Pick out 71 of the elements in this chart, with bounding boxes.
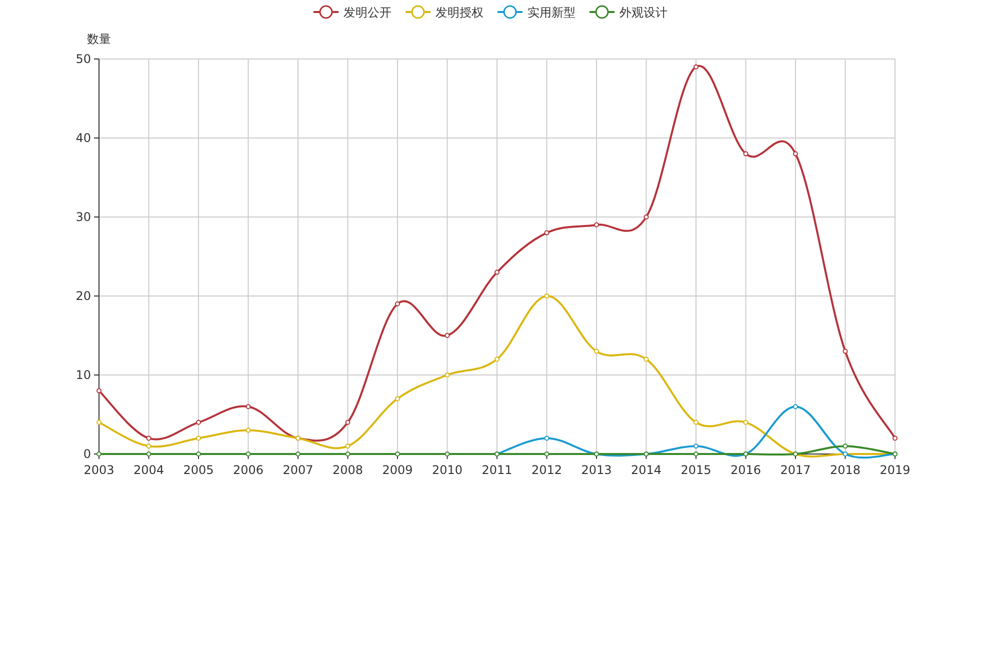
- point: [96, 452, 102, 456]
- point: [793, 151, 798, 156]
- point: [146, 452, 152, 456]
- point: [246, 404, 251, 410]
- y-tick-label: 30: [76, 210, 91, 224]
- x-tick-label: 2009: [382, 463, 413, 477]
- x-tick-label: 2019: [880, 463, 910, 477]
- point: [743, 420, 748, 425]
- point: [544, 294, 550, 298]
- y-tick-label: 40: [76, 131, 91, 145]
- x-tick-label: 2011: [482, 463, 512, 477]
- point: [345, 444, 350, 449]
- point: [594, 348, 599, 354]
- x-tick-label: 2017: [780, 463, 811, 477]
- point: [246, 452, 251, 456]
- point: [96, 388, 102, 394]
- point: [544, 452, 550, 456]
- point: [644, 356, 649, 362]
- legend-label: 外观设计: [620, 6, 668, 20]
- x-tick-label: 2007: [282, 463, 314, 477]
- point: [444, 372, 450, 378]
- point: [594, 222, 599, 228]
- legend-label: 发明公开: [344, 6, 392, 20]
- point: [842, 444, 848, 449]
- point: [743, 151, 748, 156]
- y-tick-label: 20: [76, 289, 91, 303]
- y-tick-label: 50: [76, 52, 91, 66]
- point: [296, 452, 300, 456]
- x-tick-label: 2012: [531, 463, 562, 477]
- point: [494, 270, 500, 275]
- x-tick-label: 2018: [830, 463, 861, 477]
- x-tick-label: 2015: [680, 463, 712, 477]
- x-tick-label: 2004: [133, 463, 164, 477]
- y-tick-label: 10: [76, 368, 91, 382]
- point: [694, 420, 698, 425]
- point: [395, 452, 400, 456]
- point: [146, 436, 152, 441]
- point: [444, 333, 450, 338]
- point: [196, 452, 201, 456]
- point: [444, 452, 450, 456]
- x-tick-label: 2003: [84, 463, 114, 477]
- point: [644, 214, 649, 220]
- point: [395, 301, 400, 306]
- x-tick-label: 2010: [432, 463, 463, 477]
- point: [842, 348, 848, 354]
- x-tick-label: 2014: [630, 463, 662, 477]
- point: [544, 230, 550, 236]
- point: [196, 436, 201, 441]
- y-tick-label: 0: [83, 447, 91, 461]
- y-axis-title: 数量: [87, 32, 111, 46]
- point: [196, 420, 201, 425]
- point: [544, 436, 550, 441]
- point: [146, 444, 152, 449]
- point: [345, 452, 350, 456]
- point: [892, 436, 898, 441]
- x-tick-label: 2005: [183, 463, 214, 477]
- point: [694, 452, 698, 456]
- x-tick-label: 2008: [332, 463, 364, 477]
- point: [494, 356, 500, 362]
- point: [793, 404, 798, 410]
- point: [694, 64, 698, 70]
- legend-label: 实用新型: [528, 6, 576, 20]
- x-tick-label: 2006: [232, 463, 264, 477]
- point: [246, 428, 251, 433]
- x-tick-label: 2013: [581, 463, 612, 477]
- point: [694, 444, 698, 449]
- point: [345, 420, 350, 425]
- legend-label: 发明授权: [436, 6, 484, 20]
- point: [96, 420, 102, 425]
- point: [395, 396, 400, 402]
- x-tick-label: 2016: [730, 463, 762, 477]
